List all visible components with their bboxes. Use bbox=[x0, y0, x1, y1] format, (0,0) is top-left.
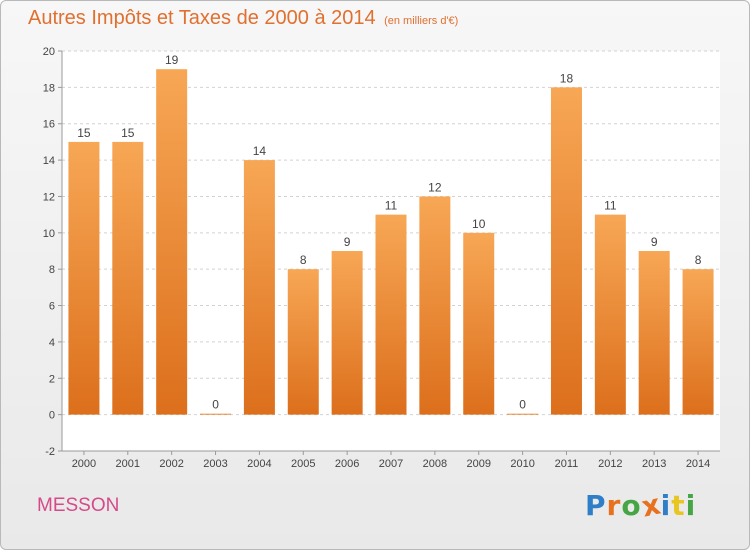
logo-letter: P bbox=[585, 489, 607, 522]
y-tick-label: 0 bbox=[49, 410, 55, 422]
bar-2014 bbox=[682, 269, 714, 415]
bar-2005 bbox=[287, 269, 319, 415]
chart-title-row: Autres Impôts et Taxes de 2000 à 2014 (e… bbox=[28, 7, 458, 30]
logo-letter: o bbox=[621, 489, 642, 522]
proxiti-logo[interactable]: Proxiti bbox=[585, 487, 697, 523]
data-label-2014: 8 bbox=[695, 253, 702, 267]
bar-2007 bbox=[375, 214, 407, 415]
bar-2006 bbox=[331, 251, 363, 415]
y-tick-label: 16 bbox=[43, 119, 55, 131]
data-label-2013: 9 bbox=[651, 235, 658, 249]
chart-subtitle: (en milliers d'€) bbox=[384, 15, 459, 27]
bar-2009 bbox=[463, 232, 495, 415]
x-tick-label-2002: 2002 bbox=[159, 458, 183, 470]
y-tick-label: -2 bbox=[45, 446, 55, 458]
data-label-2003: 0 bbox=[212, 398, 219, 412]
commune-name: MESSON bbox=[37, 495, 120, 516]
data-label-2001: 15 bbox=[121, 126, 135, 140]
y-tick-label: 2 bbox=[49, 373, 55, 385]
chart-title: Autres Impôts et Taxes de 2000 à 2014 bbox=[28, 7, 376, 29]
y-tick-label: 14 bbox=[43, 155, 55, 167]
x-tick-label-2014: 2014 bbox=[686, 458, 710, 470]
x-tick-label-2001: 2001 bbox=[116, 458, 140, 470]
bar-2012 bbox=[594, 214, 626, 415]
x-tick-label-2006: 2006 bbox=[335, 458, 359, 470]
logo-letter: r bbox=[606, 489, 622, 522]
y-tick-label: 12 bbox=[43, 191, 55, 203]
x-tick-label-2011: 2011 bbox=[555, 458, 579, 470]
x-tick-label-2009: 2009 bbox=[466, 458, 490, 470]
logo-letter: i bbox=[660, 489, 672, 522]
bar-2010 bbox=[507, 413, 539, 415]
x-tick-label-2003: 2003 bbox=[203, 458, 227, 470]
data-label-2009: 10 bbox=[472, 217, 486, 231]
y-tick-label: 18 bbox=[43, 82, 55, 94]
bar-2002 bbox=[156, 69, 188, 415]
y-tick-label: 4 bbox=[49, 337, 55, 349]
logo-letter: t bbox=[671, 489, 686, 522]
data-label-2004: 14 bbox=[253, 144, 267, 158]
bar-2003 bbox=[200, 413, 232, 415]
logo-letter: i bbox=[685, 489, 697, 522]
data-label-2012: 11 bbox=[604, 199, 617, 213]
bar-2011 bbox=[550, 87, 582, 415]
data-label-2007: 11 bbox=[385, 199, 398, 213]
y-tick-label: 6 bbox=[49, 301, 55, 313]
x-tick-label-2000: 2000 bbox=[72, 458, 96, 470]
y-tick-label: 20 bbox=[43, 46, 55, 58]
bar-2004 bbox=[243, 160, 275, 415]
bar-2001 bbox=[112, 141, 144, 415]
y-tick-label: 10 bbox=[43, 228, 55, 240]
data-label-2008: 12 bbox=[428, 180, 442, 194]
data-label-2006: 9 bbox=[344, 235, 351, 249]
x-tick-label-2004: 2004 bbox=[247, 458, 271, 470]
data-label-2000: 15 bbox=[77, 126, 91, 140]
x-tick-label-2013: 2013 bbox=[642, 458, 666, 470]
x-tick-label-2008: 2008 bbox=[423, 458, 447, 470]
bar-2013 bbox=[638, 251, 670, 415]
data-label-2005: 8 bbox=[300, 253, 307, 267]
data-label-2002: 19 bbox=[165, 53, 179, 67]
bar-2000 bbox=[68, 141, 100, 415]
data-label-2010: 0 bbox=[519, 398, 526, 412]
bar-2008 bbox=[419, 196, 451, 415]
x-tick-label-2012: 2012 bbox=[598, 458, 622, 470]
x-tick-label-2005: 2005 bbox=[291, 458, 315, 470]
x-tick-label-2007: 2007 bbox=[379, 458, 403, 470]
y-tick-label: 8 bbox=[49, 264, 55, 276]
x-tick-label-2010: 2010 bbox=[510, 458, 534, 470]
data-label-2011: 18 bbox=[560, 71, 574, 85]
